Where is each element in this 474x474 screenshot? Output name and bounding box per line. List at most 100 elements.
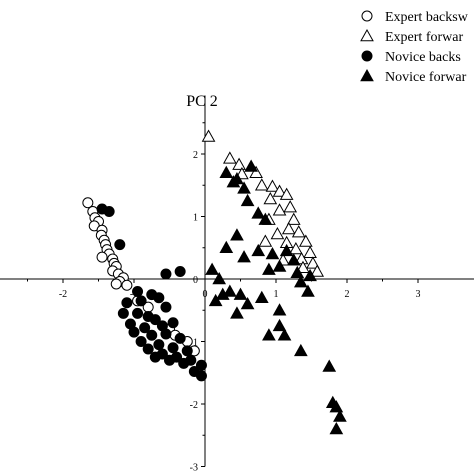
- data-point: [310, 264, 325, 277]
- data-point: [121, 279, 133, 291]
- legend-marker: [361, 10, 373, 22]
- data-point: [117, 307, 129, 319]
- data-point: [244, 159, 258, 172]
- data-point: [262, 328, 276, 341]
- y-tick-label: 1: [193, 213, 198, 224]
- data-point: [219, 240, 234, 254]
- data-point: [201, 129, 216, 142]
- data-point: [232, 157, 246, 170]
- legend-label: Novice backs: [385, 50, 461, 65]
- data-point: [226, 175, 241, 188]
- data-point: [205, 262, 219, 275]
- data-point: [135, 336, 147, 347]
- data-point: [223, 151, 237, 164]
- data-point: [272, 259, 287, 272]
- data-point: [272, 184, 287, 197]
- data-point: [306, 256, 320, 269]
- data-point: [303, 268, 317, 282]
- data-point: [195, 370, 207, 382]
- data-point: [223, 284, 237, 297]
- data-point: [208, 293, 223, 307]
- data-point: [251, 243, 266, 257]
- data-point: [254, 290, 269, 304]
- data-point: [286, 212, 301, 225]
- data-point: [230, 306, 244, 319]
- data-point: [290, 265, 305, 279]
- data-point: [262, 262, 276, 275]
- data-point: [160, 328, 172, 340]
- data-point: [329, 400, 344, 413]
- data-point: [212, 271, 227, 285]
- data-point: [265, 246, 280, 260]
- data-point: [294, 343, 308, 357]
- data-points: [82, 129, 347, 435]
- data-point: [272, 318, 287, 332]
- data-point: [240, 296, 255, 310]
- data-point: [240, 193, 255, 207]
- data-point: [160, 268, 172, 280]
- legend-marker: [360, 28, 374, 42]
- data-point: [258, 234, 273, 247]
- data-point: [215, 287, 230, 300]
- data-point: [301, 284, 315, 297]
- data-point: [298, 234, 313, 247]
- data-point: [258, 212, 273, 225]
- data-point: [121, 297, 133, 309]
- y-tick-label: 2: [193, 150, 198, 161]
- data-point: [149, 314, 161, 326]
- data-point: [237, 250, 251, 263]
- axes: [0, 95, 474, 467]
- data-point: [272, 203, 287, 216]
- data-point: [277, 328, 292, 341]
- data-point: [279, 187, 294, 200]
- data-point: [272, 303, 287, 316]
- data-point: [294, 275, 308, 288]
- x-tick-label: 0: [203, 289, 208, 300]
- y-tick-label: -2: [190, 400, 198, 411]
- data-point: [181, 345, 193, 357]
- data-point: [174, 332, 186, 344]
- data-point: [174, 266, 186, 277]
- data-point: [135, 295, 147, 307]
- data-point: [333, 409, 347, 422]
- data-point: [110, 278, 122, 290]
- x-tick-label: 2: [345, 289, 350, 300]
- data-point: [281, 221, 296, 235]
- data-point: [254, 178, 269, 191]
- data-point: [289, 241, 303, 255]
- y-tick-label: -3: [190, 463, 198, 474]
- x-tick-label: -2: [59, 289, 67, 300]
- legend-label: Expert backsw: [385, 10, 469, 25]
- data-point: [82, 197, 94, 209]
- data-point: [164, 354, 175, 366]
- data-point: [132, 286, 144, 297]
- data-point: [251, 206, 266, 219]
- legend-marker: [360, 68, 374, 82]
- x-tick-label: 1: [274, 289, 279, 300]
- data-point: [149, 351, 161, 363]
- legend-label: Novice forwar: [385, 70, 467, 85]
- data-point: [178, 357, 190, 369]
- axis-ticks: -2-10123210-1-2-3: [27, 122, 421, 474]
- legend: Expert backsw Expert forwar Novice backs No…: [360, 10, 469, 85]
- data-point: [249, 165, 263, 179]
- y-tick-label: 0: [193, 275, 198, 286]
- data-point: [322, 359, 337, 372]
- data-point: [167, 317, 179, 329]
- data-point: [128, 326, 140, 338]
- data-point: [146, 329, 158, 341]
- legend-label: Expert forwar: [385, 30, 463, 45]
- data-point: [132, 307, 144, 319]
- data-point: [103, 206, 115, 217]
- data-point: [114, 239, 126, 251]
- data-point: [263, 191, 278, 205]
- data-point: [237, 181, 251, 194]
- x-tick-label: 3: [416, 289, 421, 300]
- y-tick-label: -1: [190, 338, 198, 349]
- data-point: [283, 200, 298, 213]
- data-point: [195, 359, 207, 371]
- data-point: [153, 292, 165, 304]
- data-point: [142, 343, 154, 355]
- data-point: [291, 225, 306, 238]
